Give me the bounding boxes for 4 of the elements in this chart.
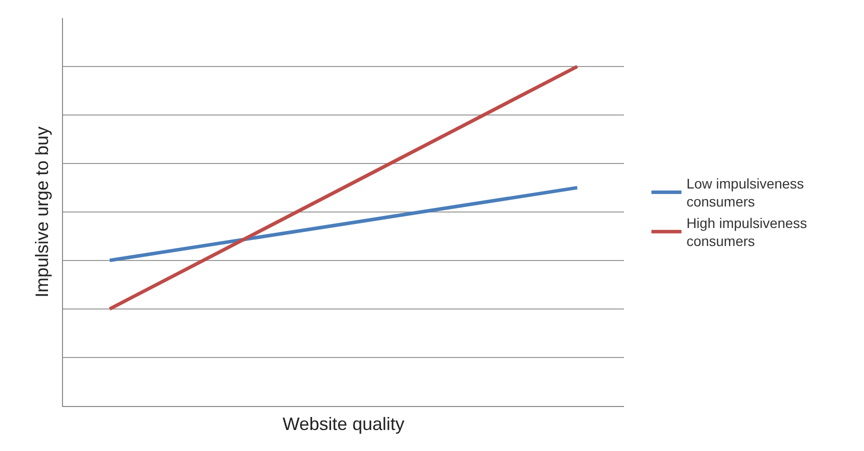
x-axis-title: Website quality (282, 414, 404, 434)
legend-label: Low impulsiveness consumers (686, 176, 804, 210)
y-axis-title: Impulsive urge to buy (32, 126, 52, 298)
legend-label: High impulsiveness consumers (686, 214, 808, 250)
